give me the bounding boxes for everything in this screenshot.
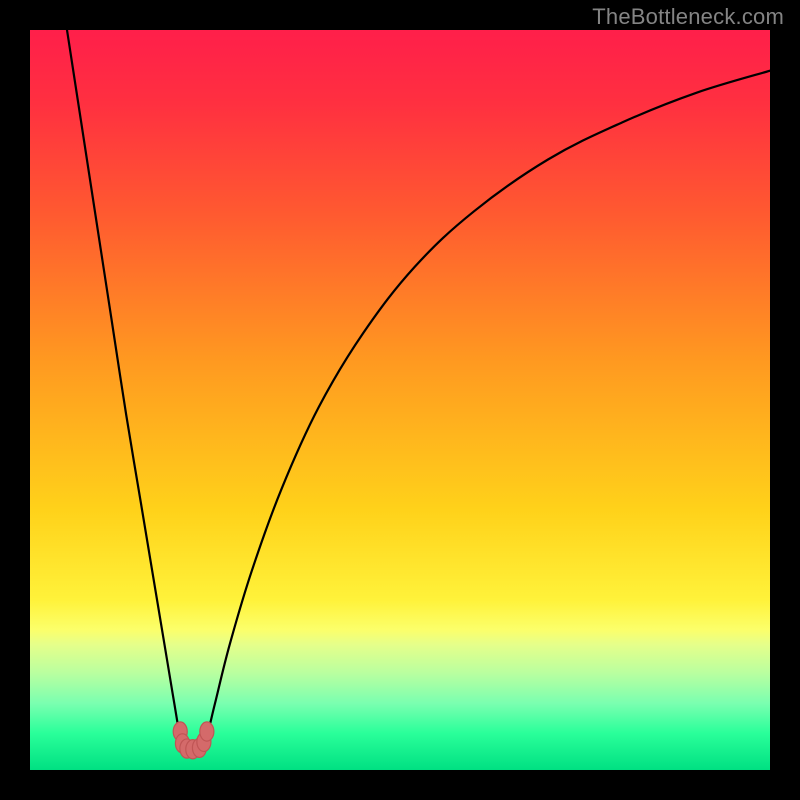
marker-dot bbox=[175, 734, 189, 753]
marker-dot bbox=[197, 732, 211, 751]
bottleneck-curve bbox=[67, 30, 770, 748]
marker-dot bbox=[180, 739, 194, 758]
watermark-text: TheBottleneck.com bbox=[592, 4, 784, 30]
chart-plot-area bbox=[30, 30, 770, 770]
bottleneck-curve-svg bbox=[30, 30, 770, 770]
marker-dot bbox=[186, 740, 200, 759]
marker-dot bbox=[200, 722, 214, 741]
marker-dot bbox=[173, 722, 187, 741]
marker-dot bbox=[192, 738, 206, 757]
chart-frame: TheBottleneck.com bbox=[0, 0, 800, 800]
